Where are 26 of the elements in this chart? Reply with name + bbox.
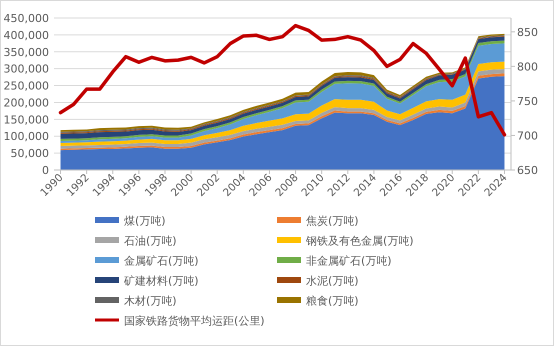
y-tick-label: 200,000 (4, 96, 49, 110)
legend-label: 焦炭(万吨) (306, 214, 359, 228)
legend-label: 国家铁路货物平均运距(公里) (124, 314, 265, 328)
y-tick-label: 300,000 (4, 62, 49, 76)
legend-label: 水泥(万吨) (306, 274, 359, 288)
legend-label: 矿建材料(万吨) (123, 274, 199, 288)
legend-label: 石油(万吨) (124, 234, 177, 248)
y2-tick-label: 650 (517, 164, 538, 177)
y-tick-label: 100,000 (4, 130, 49, 144)
legend-label: 木材(万吨) (124, 294, 177, 308)
y-tick-label: 350,000 (4, 46, 49, 59)
legend-label: 非金属矿石(万吨) (306, 254, 392, 268)
y2-tick-label: 850 (517, 26, 538, 39)
legend-label: 钢铁及有色金属(万吨) (305, 234, 414, 248)
y-tick-label: 50,000 (10, 147, 49, 160)
y-tick-label: 150,000 (4, 113, 49, 126)
y-tick-label: 400,000 (4, 28, 49, 42)
y2-tick-label: 700 (517, 129, 538, 142)
y-tick-label: 250,000 (4, 80, 49, 93)
y-tick-label: 450,000 (4, 12, 49, 25)
legend-label: 粮食(万吨) (306, 294, 359, 308)
legend-label: 金属矿石(万吨) (124, 254, 199, 268)
y2-tick-label: 750 (517, 94, 538, 108)
legend-label: 煤(万吨) (124, 214, 166, 228)
y-tick-label: 0 (42, 164, 49, 177)
y2-tick-label: 800 (517, 60, 538, 74)
